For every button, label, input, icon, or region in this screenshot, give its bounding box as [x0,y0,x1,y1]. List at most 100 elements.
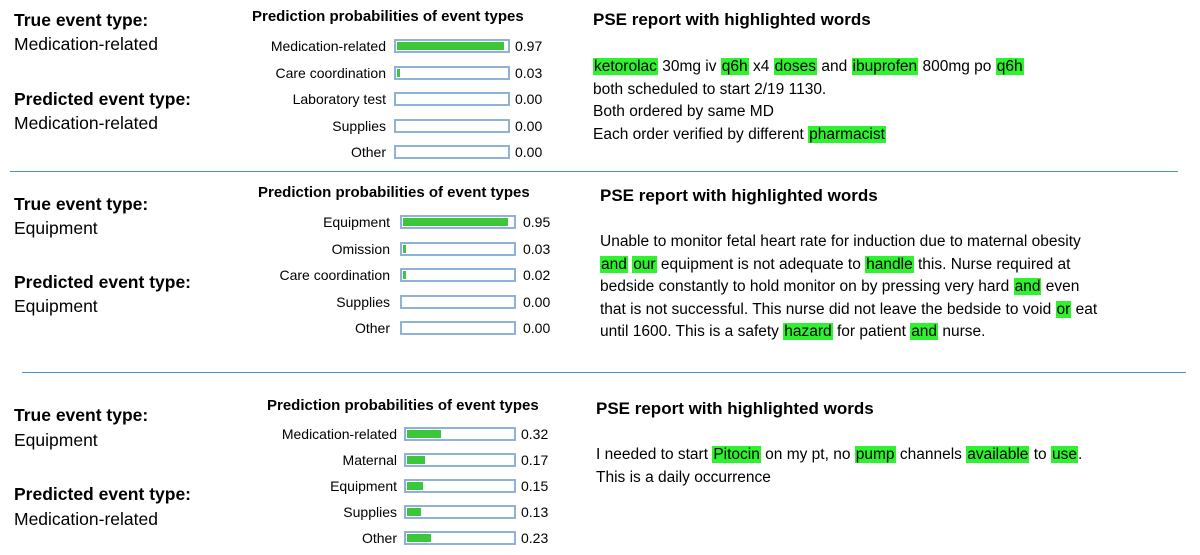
highlighted-word: our [632,255,657,273]
category-label: Supplies [343,504,397,520]
probability-value: 0.00 [523,320,551,336]
category-label: Medication-related [270,38,386,54]
probability-value: 0.03 [523,240,551,257]
report-text-segment: 30mg iv [657,58,721,75]
probability-bar [407,534,431,542]
category-label: Care coordination [279,267,390,283]
probability-bar-track [394,145,510,159]
report-title: PSE report with highlighted words [596,399,874,418]
probability-bar-track [394,118,510,133]
highlighted-word: hazard [783,323,833,340]
highlighted-word: and [600,255,628,273]
report-text-segment: and [817,58,852,75]
probability-bar-track [400,321,516,335]
probability-bar [407,456,425,464]
prediction-panel-3: True event type: Equipment Predicted eve… [0,373,1200,555]
category-label: Maternal [342,452,397,468]
category-label: Laboratory test [292,91,386,107]
probability-value: 0.15 [521,478,549,494]
chart-row: Care coordination 0.02 [0,266,600,284]
probability-bar-track [404,453,516,467]
true-event-label: True event type: [14,194,149,214]
chart-row: Other 0.00 [0,319,600,337]
report-text-segment: for patient [832,323,911,340]
predicted-event-label: Predicted event type: [14,272,191,292]
probability-value: 0.00 [523,293,551,310]
chart-row: Equipment 0.15 [0,477,600,495]
report-text-segment: this. Nurse required at bedside constant… [600,255,1071,296]
chart-row: Supplies 0.13 [0,503,600,521]
probability-value: 0.02 [523,267,551,283]
probability-bar [403,244,406,253]
category-label: Equipment [330,478,397,494]
report-text-segment: to [1029,446,1051,463]
report-line: Both ordered by same MD [593,101,1033,124]
highlighted-word: use [1050,446,1078,463]
true-event-value: Equipment [14,430,98,450]
report-text-segment: even that is not successful. This nurse … [600,278,1080,318]
chart-row: Other 0.23 [0,529,600,547]
true-event-label: True event type: [14,10,149,30]
chart-row: Equipment 0.95 [0,213,600,231]
report-line: Unable to monitor fetal heart rate for i… [600,231,1100,344]
prediction-panel-2: True event type: Equipment Predicted eve… [0,172,1200,370]
probability-bar-track [394,65,510,80]
highlighted-word: ibuprofen [851,58,919,75]
highlighted-word: and [1013,278,1042,295]
highlighted-word: doses [773,58,818,75]
report-text-segment: both scheduled to start 2/19 1130. [593,80,827,98]
probability-bar-track [404,427,516,441]
probability-bar-track [400,294,516,309]
report-line: Each order verified by different pharmac… [593,124,1033,147]
chart-title: Prediction probabilities of event types [267,397,539,414]
divider [22,372,1186,373]
chart-row: Care coordination 0.03 [0,64,600,82]
highlighted-word: pharmacist [808,125,886,143]
chart-row: Other 0.00 [0,143,600,161]
category-label: Other [361,530,397,546]
probability-value: 0.97 [515,38,543,54]
category-label: Care coordination [275,64,386,81]
report-text-segment: equipment is not adequate to [656,255,866,273]
highlighted-word: Pitocin [712,446,761,463]
probability-value: 0.13 [521,504,549,520]
probability-bar-track [400,215,516,229]
chart-row: Laboratory test 0.00 [0,90,600,108]
chart-row: Supplies 0.00 [0,117,600,135]
category-label: Supplies [332,117,386,134]
chart-title: Prediction probabilities of event types [252,8,524,25]
report-text-segment: Both ordered by same MD [593,103,774,120]
probability-bar-track [394,39,510,53]
probability-bar [403,218,508,226]
probability-bar [397,68,400,77]
probability-value: 0.03 [515,64,543,81]
highlighted-word: pump [854,446,896,463]
report-text-segment: Unable to monitor fetal heart rate for i… [600,233,1081,250]
chart-row: Omission 0.03 [0,240,600,258]
highlighted-word: or [1055,300,1072,318]
predicted-event-label: Predicted event type: [14,484,191,504]
report-text-segment: Each order verified by different [593,125,809,143]
predicted-event-value: Equipment [14,296,98,316]
report-title: PSE report with highlighted words [600,186,878,205]
highlighted-word: ketorolac [593,58,658,75]
report-text-segment: channels [895,446,967,463]
probability-value: 0.00 [515,144,543,160]
highlighted-word: available [966,446,1030,463]
true-event-value: Equipment [14,218,98,238]
probability-bar [397,42,504,50]
probability-bar [407,482,423,490]
highlighted-word: q6h [720,58,749,75]
probability-bar-track [404,505,516,519]
category-label: Medication-related [281,426,397,442]
chart-row: Maternal 0.17 [0,451,600,469]
report-line: ketorolac 30mg iv q6h x4 doses and ibupr… [593,56,1033,101]
chart-row: Supplies 0.00 [0,293,600,311]
report-text-segment: on my pt, no [760,446,855,463]
report-text-segment: eat until 1600. This is a safety [600,300,1098,341]
prediction-panel-1: True event type: Medication-related Pred… [0,0,1200,170]
highlighted-word: q6h [995,58,1024,75]
predicted-event-value: Medication-related [14,113,158,133]
category-label: Omission [331,240,390,257]
probability-bar-track [404,531,516,545]
